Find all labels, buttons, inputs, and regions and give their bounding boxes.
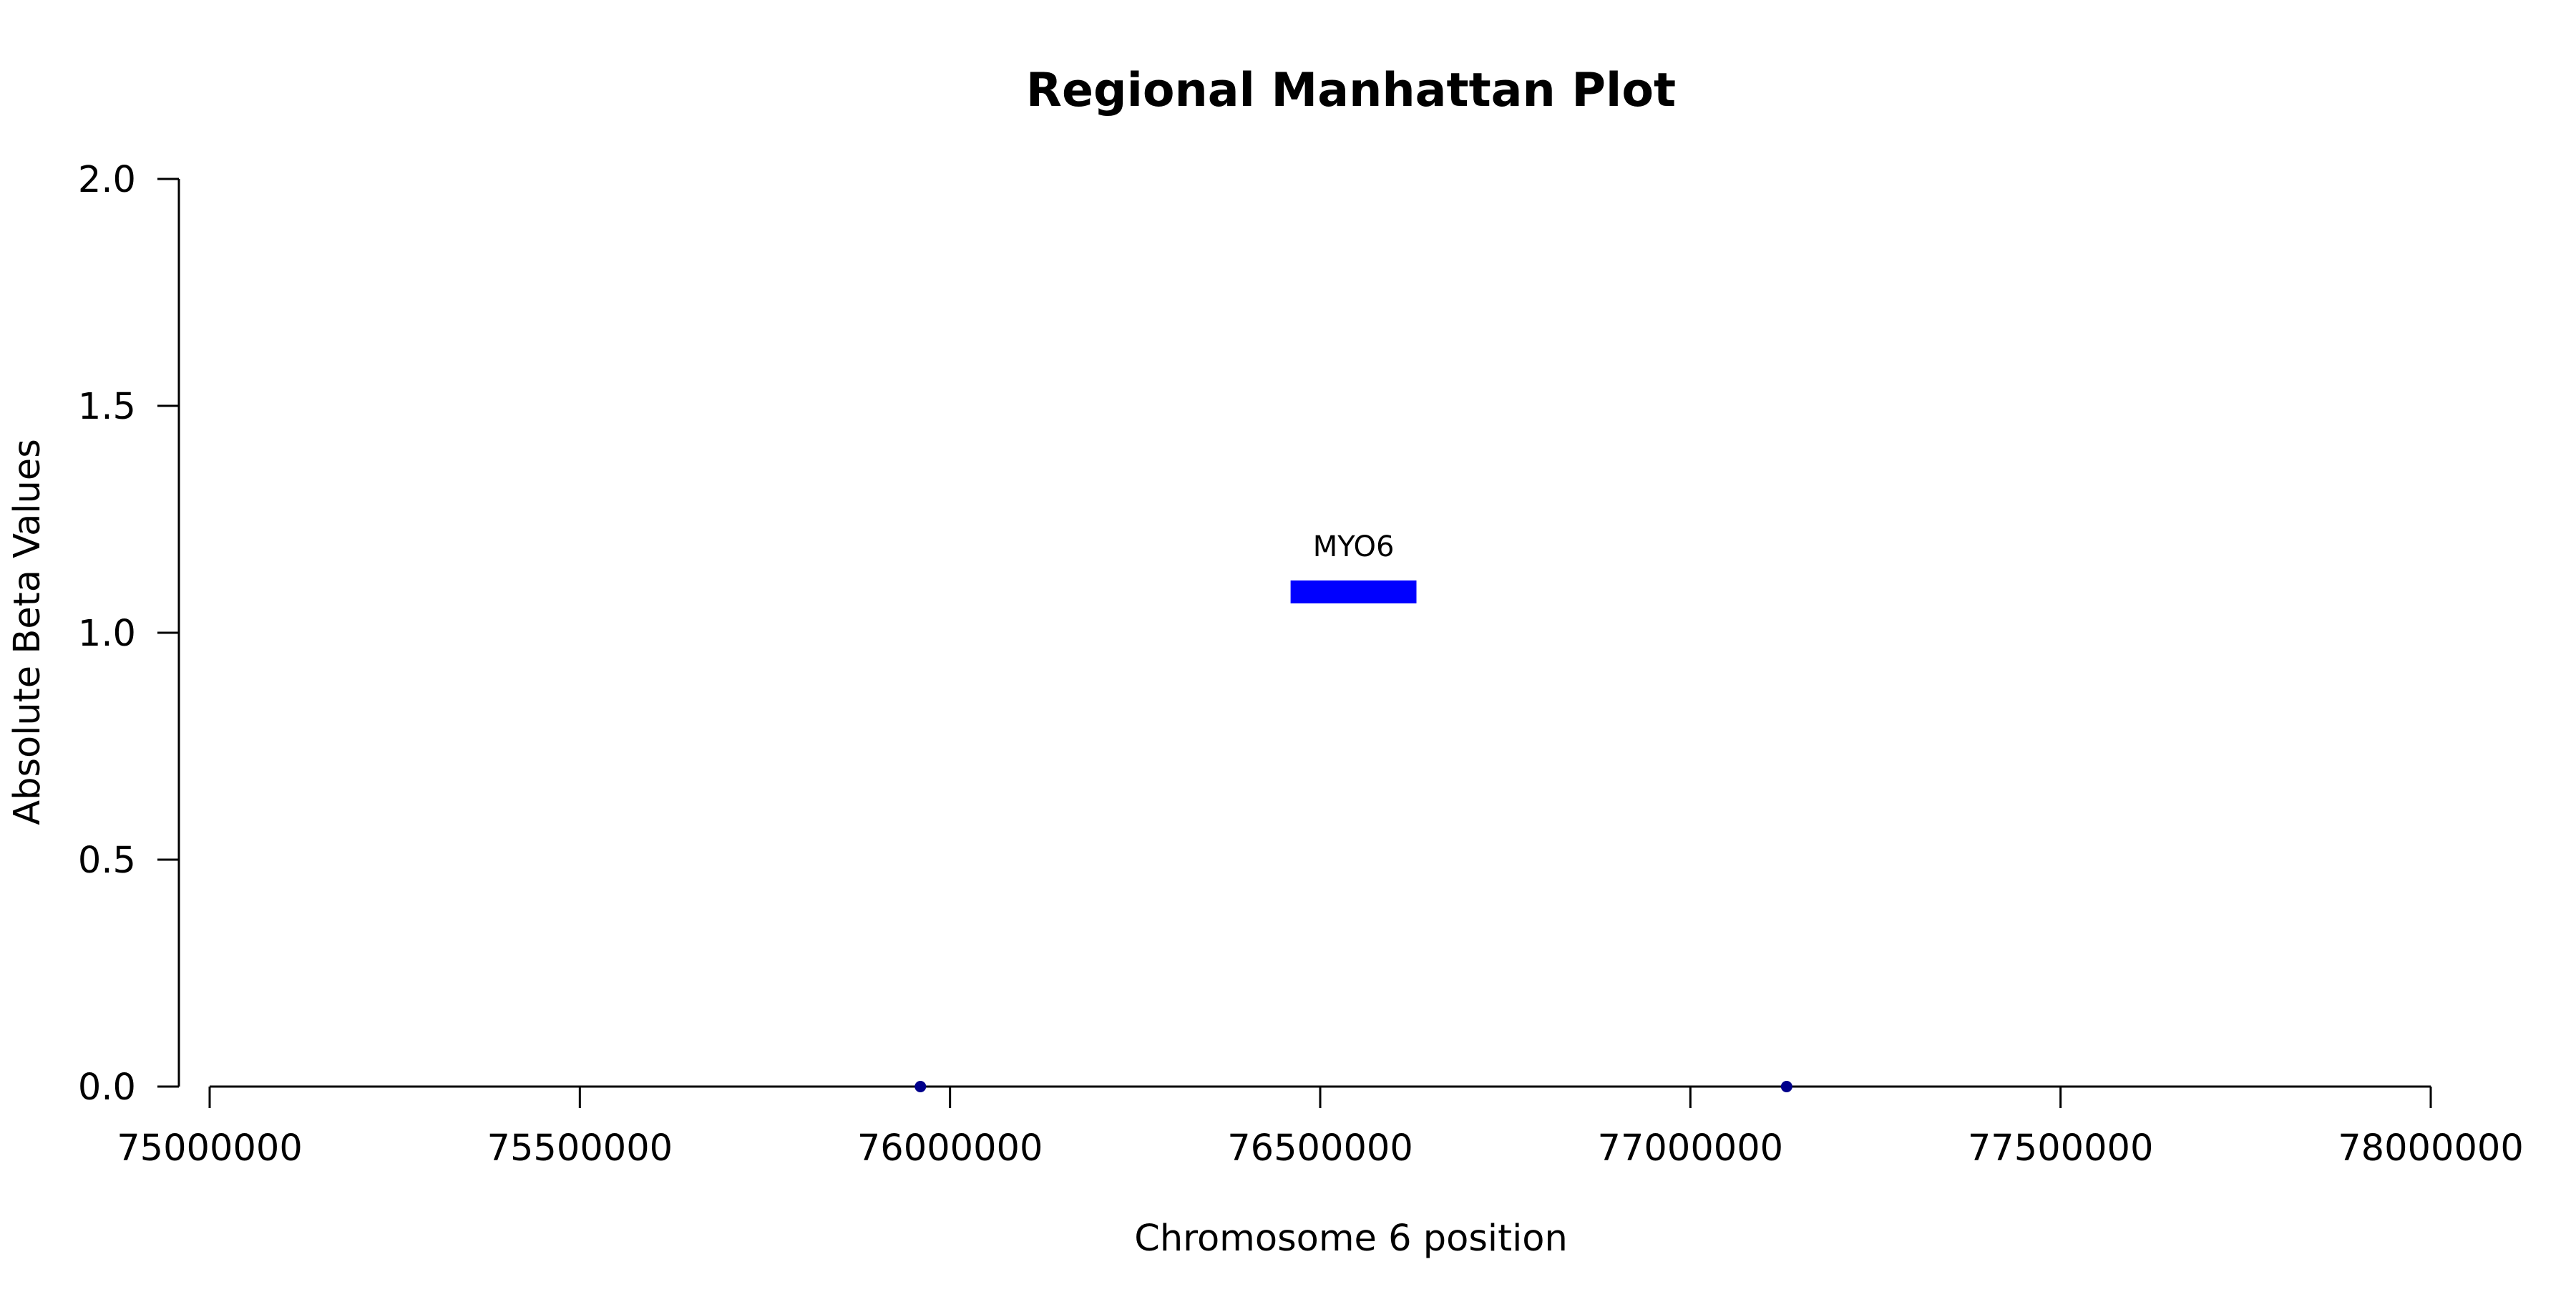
x-tick-label: 77000000 (1598, 1127, 1784, 1170)
x-tick-label: 76500000 (1227, 1127, 1413, 1170)
y-tick-label: 1.0 (78, 613, 136, 655)
x-tick-label: 77500000 (1968, 1127, 2154, 1170)
y-tick-label: 2.0 (78, 159, 136, 201)
y-tick-label: 0.0 (78, 1067, 136, 1109)
y-axis-label: Absolute Beta Values (6, 439, 49, 825)
y-tick-label: 0.5 (78, 840, 136, 882)
x-tick-label: 75500000 (487, 1127, 673, 1170)
x-tick-label: 78000000 (2338, 1127, 2524, 1170)
chart-title: Regional Manhattan Plot (1026, 64, 1676, 117)
axes-layer: 0.0 0.5 1.0 1.5 2.0 75000000 75500000 76000000 7… (78, 159, 2524, 1170)
gene-label: MYO6 (1313, 530, 1395, 563)
x-tick-label: 75000000 (117, 1127, 303, 1170)
points-layer (914, 1081, 1792, 1092)
gene-bar (1290, 580, 1417, 603)
data-point (1780, 1081, 1792, 1092)
x-tick-label: 76000000 (857, 1127, 1043, 1170)
data-point (914, 1081, 927, 1092)
x-axis-label: Chromosome 6 position (1134, 1218, 1568, 1260)
genes-layer: MYO6 (1290, 530, 1417, 603)
y-tick-label: 1.5 (78, 386, 136, 428)
